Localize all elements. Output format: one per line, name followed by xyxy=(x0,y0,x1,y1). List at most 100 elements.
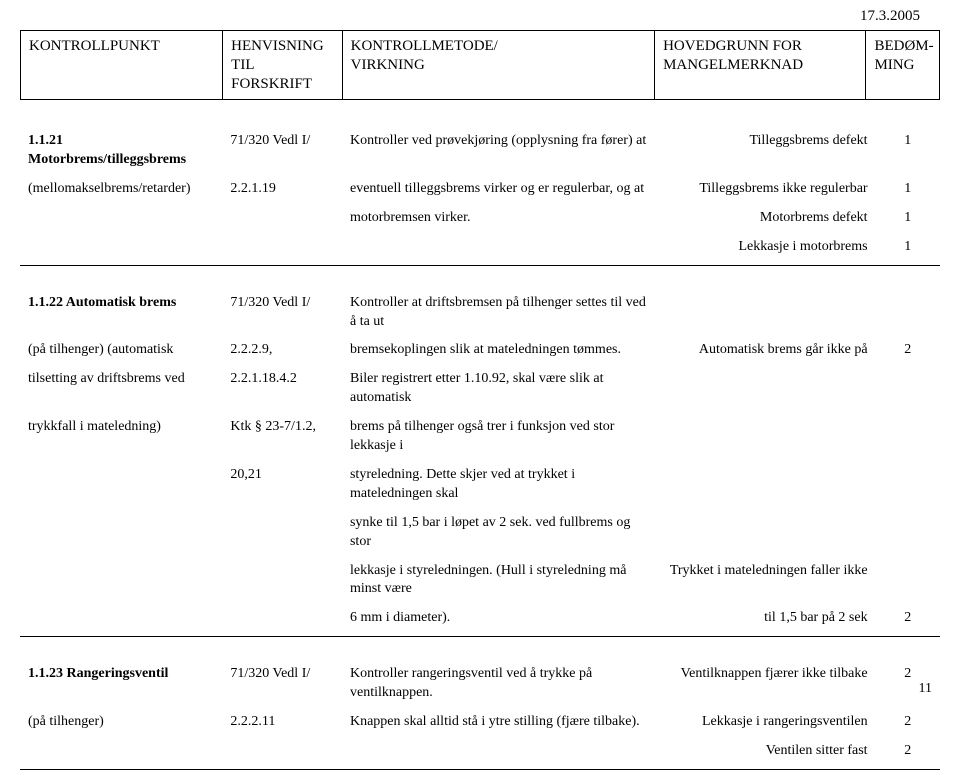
mangelmerknad-cell xyxy=(655,292,876,340)
row-subtext: trykkfall i mateledning) xyxy=(28,419,161,434)
kontrollpunkt-cell: 1.1.23 Rangeringsventil xyxy=(20,663,222,711)
row-subtext: (på tilhenger) (automatisk xyxy=(28,342,173,357)
kontrollpunkt-cell: tilsetting av driftsbrems ved xyxy=(20,368,222,416)
henvisning-cell: 20,21 xyxy=(222,464,342,512)
header-label: MANGELMERKNAD xyxy=(663,57,803,73)
row-subtext: (mellomakselbrems/retarder) xyxy=(28,181,190,196)
kontrollmetode-cell: synke til 1,5 bar i løpet av 2 sek. ved … xyxy=(342,512,655,560)
mangelmerknad-cell: Tilleggsbrems defekt xyxy=(655,130,876,178)
mangelmerknad-cell: Lekkasje i rangeringsventilen xyxy=(655,711,876,740)
henvisning-cell xyxy=(222,512,342,560)
mangelmerknad-cell: Ventilknappen fjærer ikke tilbake xyxy=(655,663,876,711)
kontrollpunkt-cell xyxy=(20,236,222,265)
bedomming-cell: 1 xyxy=(876,236,940,265)
mangelmerknad-cell xyxy=(655,512,876,560)
table-row: 1.1.21 Motorbrems/tilleggsbrems 71/320 Ve… xyxy=(20,130,940,265)
header-label: HENVISNING xyxy=(231,38,324,54)
kontrollmetode-cell: Kontroller at driftsbremsen på tilhenger… xyxy=(342,292,655,340)
row-title: 1.1.22 Automatisk brems xyxy=(28,295,176,310)
header-col-henvisning: HENVISNING TIL FORSKRIFT xyxy=(223,31,342,100)
kontrollmetode-cell: Kontroller ved prøvekjøring (opplysning … xyxy=(342,130,655,178)
header-col-bedomming: BEDØM- MING xyxy=(866,31,940,100)
mangelmerknad-cell xyxy=(655,368,876,416)
mangelmerknad-cell: Automatisk brems går ikke på xyxy=(655,339,876,368)
header-col-kontrollpunkt: KONTROLLPUNKT xyxy=(21,31,223,100)
kontrollmetode-cell: motorbremsen virker. xyxy=(342,207,655,236)
header-table: KONTROLLPUNKT HENVISNING TIL FORSKRIFT K… xyxy=(20,30,940,100)
header-label: VIRKNING xyxy=(351,57,425,73)
bedomming-cell xyxy=(876,292,940,340)
kontrollpunkt-cell xyxy=(20,512,222,560)
header-label: KONTROLLPUNKT xyxy=(29,38,160,54)
row-title: 1.1.21 Motorbrems/tilleggsbrems xyxy=(28,133,186,167)
page-number: 11 xyxy=(919,681,932,697)
mangelmerknad-cell: til 1,5 bar på 2 sek xyxy=(655,607,876,636)
content-rows: 1.1.21 Motorbrems/tilleggsbrems 71/320 Ve… xyxy=(20,130,940,769)
henvisning-cell: 2.2.1.18.4.2 xyxy=(222,368,342,416)
kontrollmetode-cell: Kontroller rangeringsventil ved å trykke… xyxy=(342,663,655,711)
henvisning-cell: 71/320 Vedl I/ xyxy=(222,292,342,340)
kontrollpunkt-cell xyxy=(20,740,222,769)
kontrollpunkt-cell: 1.1.21 Motorbrems/tilleggsbrems xyxy=(20,130,222,178)
kontrollpunkt-cell xyxy=(20,607,222,636)
bedomming-cell: 2 xyxy=(876,740,940,769)
henvisning-cell: Ktk § 23-7/1.2, xyxy=(222,416,342,464)
kontrollmetode-cell xyxy=(342,236,655,265)
header-label: HOVEDGRUNN FOR xyxy=(663,38,802,54)
bedomming-cell xyxy=(876,416,940,464)
bedomming-cell xyxy=(876,512,940,560)
bedomming-cell: 2 xyxy=(876,711,940,740)
mangelmerknad-cell: Motorbrems defekt xyxy=(655,207,876,236)
header-label: BEDØM- xyxy=(874,38,933,54)
mangelmerknad-cell: Ventilen sitter fast xyxy=(655,740,876,769)
kontrollmetode-cell xyxy=(342,740,655,769)
kontrollpunkt-cell: (på tilhenger) (automatisk xyxy=(20,339,222,368)
bedomming-cell xyxy=(876,368,940,416)
henvisning-cell xyxy=(222,740,342,769)
kontrollpunkt-cell: (mellomakselbrems/retarder) xyxy=(20,178,222,207)
bedomming-cell xyxy=(876,560,940,608)
mangelmerknad-cell: Trykket i mateledningen faller ikke xyxy=(655,560,876,608)
henvisning-cell: 2.2.2.9, xyxy=(222,339,342,368)
kontrollmetode-cell: 6 mm i diameter). xyxy=(342,607,655,636)
bedomming-cell: 1 xyxy=(876,130,940,178)
kontrollmetode-cell: lekkasje i styreledningen. (Hull i styre… xyxy=(342,560,655,608)
mangelmerknad-cell: Lekkasje i motorbrems xyxy=(655,236,876,265)
header-label: MING xyxy=(874,57,914,73)
header-label: TIL FORSKRIFT xyxy=(231,57,312,92)
kontrollpunkt-cell xyxy=(20,464,222,512)
kontrollmetode-cell: styreledning. Dette skjer ved at trykket… xyxy=(342,464,655,512)
henvisning-cell xyxy=(222,207,342,236)
kontrollmetode-cell: Knappen skal alltid stå i ytre stilling … xyxy=(342,711,655,740)
row-subtext: (på tilhenger) xyxy=(28,714,104,729)
mangelmerknad-cell: Tilleggsbrems ikke regulerbar xyxy=(655,178,876,207)
header-col-kontrollmetode: KONTROLLMETODE/ VIRKNING xyxy=(342,31,654,100)
henvisning-cell: 2.2.1.19 xyxy=(222,178,342,207)
mangelmerknad-cell xyxy=(655,464,876,512)
bedomming-cell: 1 xyxy=(876,207,940,236)
document-date: 17.3.2005 xyxy=(860,8,920,25)
kontrollpunkt-cell: (på tilhenger) xyxy=(20,711,222,740)
table-row: 1.1.23 Rangeringsventil 71/320 Vedl I/Kon… xyxy=(20,663,940,770)
bedomming-cell: 1 xyxy=(876,178,940,207)
header-col-hovedgrunn: HOVEDGRUNN FOR MANGELMERKNAD xyxy=(655,31,866,100)
kontrollpunkt-cell: trykkfall i mateledning) xyxy=(20,416,222,464)
henvisning-cell: 2.2.2.11 xyxy=(222,711,342,740)
kontrollmetode-cell: Biler registrert etter 1.10.92, skal vær… xyxy=(342,368,655,416)
kontrollmetode-cell: bremsekoplingen slik at mateledningen tø… xyxy=(342,339,655,368)
kontrollmetode-cell: brems på tilhenger også trer i funksjon … xyxy=(342,416,655,464)
henvisning-cell xyxy=(222,560,342,608)
table-row: 1.1.22 Automatisk brems 71/320 Vedl I/Kon… xyxy=(20,292,940,637)
row-subtext: tilsetting av driftsbrems ved xyxy=(28,371,185,386)
kontrollpunkt-cell xyxy=(20,207,222,236)
row-title: 1.1.23 Rangeringsventil xyxy=(28,666,168,681)
henvisning-cell xyxy=(222,607,342,636)
kontrollpunkt-cell xyxy=(20,560,222,608)
henvisning-cell: 71/320 Vedl I/ xyxy=(222,663,342,711)
bedomming-cell: 2 xyxy=(876,607,940,636)
mangelmerknad-cell xyxy=(655,416,876,464)
henvisning-cell: 71/320 Vedl I/ xyxy=(222,130,342,178)
header-label: KONTROLLMETODE/ xyxy=(351,38,498,54)
bedomming-cell xyxy=(876,464,940,512)
kontrollmetode-cell: eventuell tilleggsbrems virker og er reg… xyxy=(342,178,655,207)
